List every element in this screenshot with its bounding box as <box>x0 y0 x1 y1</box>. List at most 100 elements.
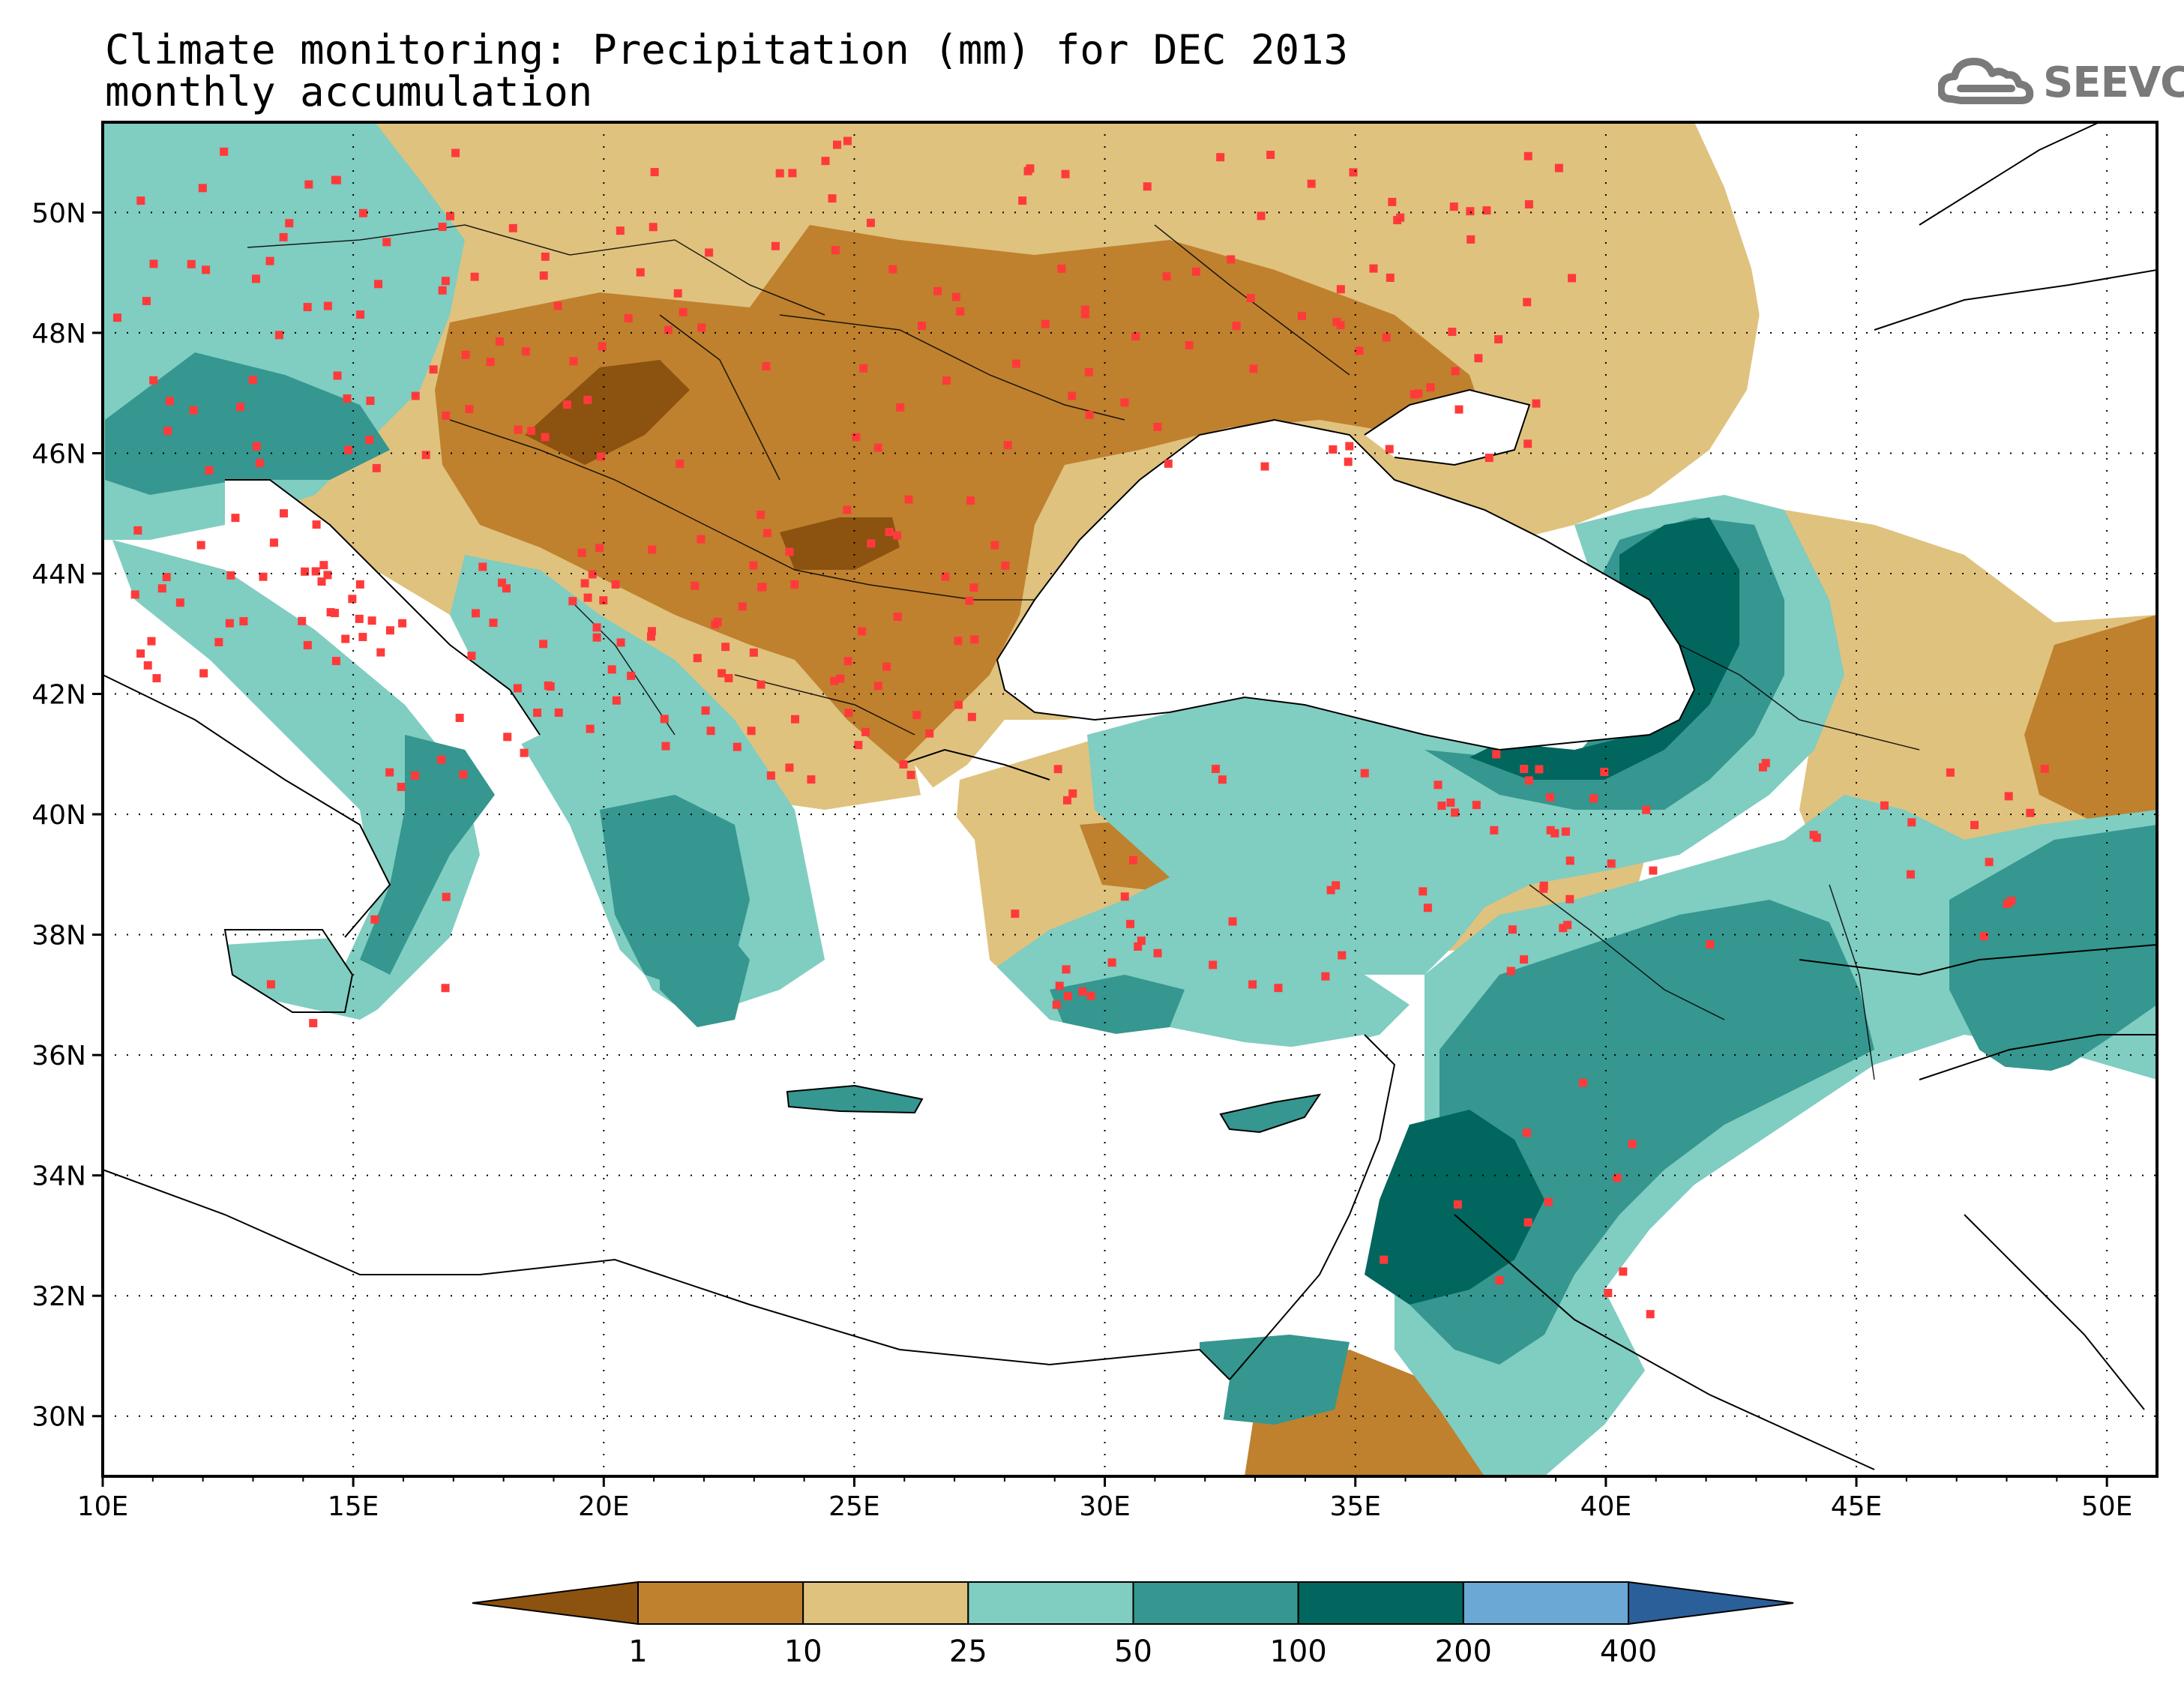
station-marker <box>1472 801 1481 810</box>
station-marker <box>1446 799 1455 808</box>
station-marker <box>1523 298 1532 307</box>
station-marker <box>967 712 976 721</box>
station-marker <box>599 596 608 605</box>
station-marker <box>859 364 868 373</box>
station-marker <box>1134 942 1143 951</box>
station-marker <box>1946 768 1955 777</box>
station-marker <box>1979 932 1988 941</box>
station-marker <box>1164 459 1173 468</box>
station-marker <box>248 376 257 385</box>
station-marker <box>843 505 852 514</box>
station-marker <box>756 511 765 520</box>
station-marker <box>541 433 550 442</box>
station-marker <box>1448 328 1457 337</box>
station-marker <box>706 727 715 736</box>
station-marker <box>583 395 592 404</box>
cloud-icon <box>1937 58 2034 104</box>
station-marker <box>807 775 816 784</box>
station-marker <box>239 617 248 626</box>
grid-lines <box>103 122 2157 1476</box>
station-marker <box>1052 1000 1061 1009</box>
station-marker <box>830 676 839 685</box>
coastlines <box>103 122 2157 1470</box>
station-marker <box>348 595 357 604</box>
station-marker <box>1336 285 1345 294</box>
station-marker <box>1062 965 1071 974</box>
station-marker <box>954 637 963 646</box>
station-marker <box>358 208 367 217</box>
station-marker <box>1153 422 1162 431</box>
station-marker <box>843 657 852 666</box>
station-marker <box>1495 1275 1504 1284</box>
station-marker <box>749 648 758 657</box>
station-marker <box>1326 885 1335 894</box>
station-marker <box>472 609 481 618</box>
station-marker <box>187 259 196 268</box>
station-marker <box>758 583 767 592</box>
station-marker <box>844 709 853 718</box>
station-marker <box>333 371 342 380</box>
station-marker <box>467 652 476 661</box>
station-marker <box>616 226 625 235</box>
zone-50-100-iran <box>1949 825 2157 1080</box>
station-marker <box>858 627 867 636</box>
station-marker <box>917 322 926 331</box>
station-marker <box>661 742 670 751</box>
station-marker <box>309 1019 318 1028</box>
station-marker <box>611 580 620 589</box>
station-marker <box>791 715 800 724</box>
zone-25-50-sicily <box>225 930 352 1012</box>
station-marker <box>1451 808 1460 817</box>
station-marker <box>437 755 446 764</box>
station-marker <box>274 331 283 340</box>
station-marker <box>1628 1140 1637 1149</box>
station-marker <box>899 760 908 769</box>
station-marker <box>1063 796 1072 805</box>
station-marker <box>1453 1200 1462 1209</box>
station-marker <box>130 590 139 599</box>
zone-1-10-east <box>2024 615 2157 832</box>
station-marker <box>896 403 905 412</box>
station-marker <box>1053 765 1062 774</box>
station-marker <box>679 307 688 316</box>
station-marker <box>319 561 328 570</box>
x-tick-label: 25E <box>828 1491 880 1522</box>
station-marker <box>1232 322 1241 331</box>
station-marker <box>1563 921 1572 930</box>
colorbar-label: 200 <box>1435 1635 1492 1669</box>
colorbar-segment <box>1132 1581 1299 1625</box>
zone-50-100-east <box>1410 900 1874 1365</box>
station-marker <box>445 211 454 220</box>
station-marker <box>1018 196 1027 205</box>
station-marker <box>1078 987 1087 996</box>
station-marker <box>269 538 278 547</box>
station-marker <box>266 980 275 989</box>
station-marker <box>214 637 223 646</box>
station-marker <box>1906 870 1915 879</box>
station-marker <box>136 649 145 658</box>
station-marker <box>956 307 965 316</box>
station-marker <box>1607 859 1616 868</box>
station-marker <box>455 713 464 722</box>
station-marker <box>2040 764 2049 773</box>
station-marker <box>821 157 830 166</box>
colorbar-segment <box>802 1581 969 1625</box>
station-marker <box>627 671 636 680</box>
station-marker <box>162 573 171 582</box>
station-marker <box>598 342 607 351</box>
station-marker <box>1449 202 1458 211</box>
station-marker <box>344 445 353 454</box>
station-marker <box>1128 855 1137 864</box>
precipitation-field <box>103 122 2157 1476</box>
colorbar-segment <box>637 1581 804 1625</box>
mediterranean-sea <box>103 765 1395 1350</box>
station-marker <box>470 272 479 281</box>
station-marker <box>341 634 350 643</box>
station-marker <box>149 376 158 385</box>
station-marker <box>539 271 548 280</box>
station-marker <box>231 514 240 523</box>
zone-lt1-romania <box>780 517 900 570</box>
station-marker <box>1061 169 1070 178</box>
station-marker <box>1649 866 1658 875</box>
station-marker <box>790 580 799 589</box>
